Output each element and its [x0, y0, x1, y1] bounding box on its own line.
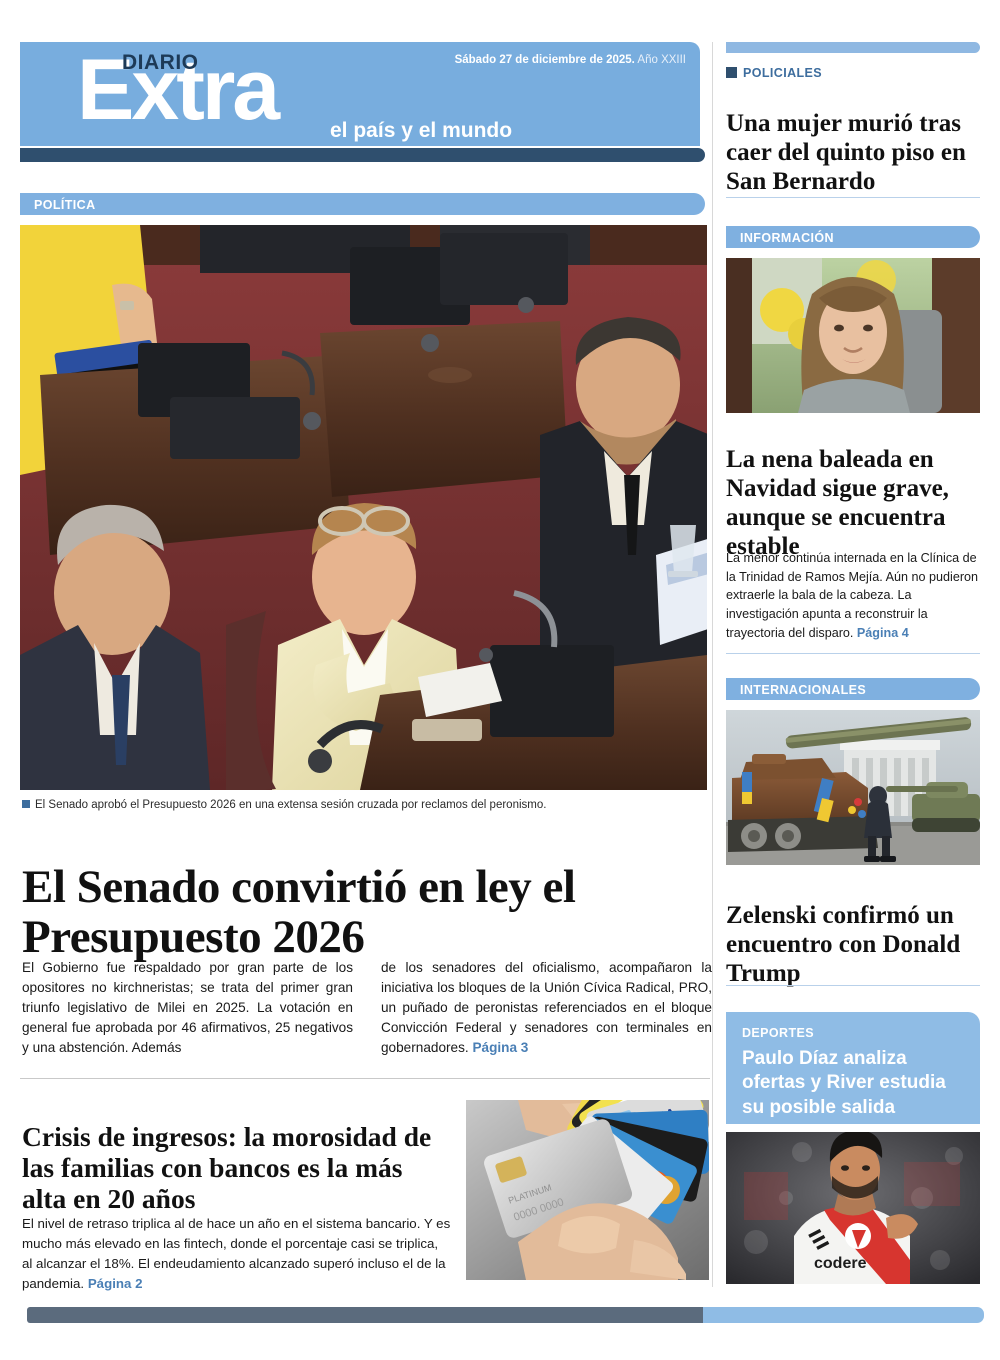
- footer-bar-dark: [27, 1307, 703, 1323]
- masthead-date-text: Sábado 27 de diciembre de 2025.: [454, 54, 635, 66]
- masthead-year-text: Año XXIII: [637, 54, 686, 66]
- destroyed-tank-illustration: [726, 710, 980, 865]
- informacion-body: La menor continúa internada en la Clínic…: [726, 549, 980, 642]
- caption-text: El Senado aprobó el Presupuesto 2026 en …: [35, 799, 547, 811]
- section-divider: [20, 1078, 710, 1079]
- informacion-headline: La nena baleada en Navidad sigue grave, …: [726, 445, 949, 560]
- deportes-photo-player: codere: [726, 1132, 980, 1284]
- main-photo-caption: El Senado aprobó el Presupuesto 2026 en …: [22, 799, 712, 811]
- main-article-body: El Gobierno fue respaldado por gran part…: [22, 958, 712, 1058]
- internacionales-divider: [726, 985, 980, 986]
- secondary-headline: Crisis de ingresos: la morosidad de las …: [22, 1120, 432, 1214]
- main-body-col2: de los senadores del oficialismo, acompa…: [381, 958, 712, 1058]
- main-page-link[interactable]: Página 3: [472, 1039, 529, 1055]
- policiales-square-icon: [726, 67, 737, 78]
- main-body-col2-text: de los senadores del oficialismo, acompa…: [381, 960, 712, 1055]
- secondary-body-text: El nivel de retraso triplica al de hace …: [22, 1216, 451, 1291]
- section-kicker-internacionales: INTERNACIONALES: [726, 678, 980, 700]
- policiales-kicker-text: POLICIALES: [743, 66, 823, 80]
- internacionales-photo-tank: [726, 710, 980, 865]
- policiales-headline: Una mujer murió tras caer del quinto pis…: [726, 109, 966, 195]
- column-divider: [712, 42, 713, 1287]
- main-photo-senate: [20, 225, 707, 790]
- credit-cards-illustration: VISA VISA VISA VISA PLATINUM: [466, 1100, 709, 1280]
- footer-bar-light: [703, 1307, 984, 1323]
- informacion-photo-girl: [726, 258, 980, 413]
- section-kicker-politica: POLÍTICA: [20, 193, 705, 215]
- right-column-top-bar: [726, 42, 980, 53]
- informacion-body-text: La menor continúa internada en la Clínic…: [726, 551, 979, 640]
- deportes-headline: Paulo Díaz analiza ofertas y River estud…: [742, 1048, 946, 1118]
- section-kicker-policiales: POLICIALES: [726, 66, 822, 80]
- caption-bullet-icon: [22, 800, 30, 808]
- section-kicker-informacion: INFORMACIÓN: [726, 226, 980, 248]
- policiales-divider: [726, 197, 980, 198]
- section-kicker-deportes: DEPORTES: [742, 1026, 814, 1040]
- masthead-subtitle: el país y el mundo: [330, 119, 513, 142]
- informacion-page-link[interactable]: Página 4: [856, 625, 909, 640]
- internacionales-headline: Zelenski confirmó un encuentro con Donal…: [726, 901, 961, 987]
- footer-bar: [27, 1307, 984, 1323]
- main-body-col1: El Gobierno fue respaldado por gran part…: [22, 960, 353, 1055]
- informacion-divider: [726, 653, 980, 654]
- deportes-block: DEPORTES Paulo Díaz analiza ofertas y Ri…: [726, 1012, 980, 1124]
- masthead: Extra DIARIO el país y el mundo Sábado 2…: [20, 42, 700, 146]
- secondary-photo-credit-cards: VISA VISA VISA VISA PLATINUM: [466, 1100, 709, 1280]
- senate-photo-illustration: [20, 225, 707, 790]
- football-player-illustration: codere: [726, 1132, 980, 1284]
- masthead-diario-label: DIARIO: [122, 51, 199, 74]
- secondary-article-body: El nivel de retraso triplica al de hace …: [22, 1214, 452, 1294]
- masthead-title: Extra: [77, 42, 280, 138]
- masthead-underbar: [20, 148, 705, 162]
- masthead-date: Sábado 27 de diciembre de 2025. Año XXII…: [455, 54, 686, 66]
- svg-text:codere: codere: [814, 1255, 867, 1272]
- main-headline: El Senado convirtió en ley el Presupuest…: [22, 861, 576, 964]
- secondary-page-link[interactable]: Página 2: [87, 1275, 143, 1291]
- girl-portrait-illustration: [726, 258, 980, 413]
